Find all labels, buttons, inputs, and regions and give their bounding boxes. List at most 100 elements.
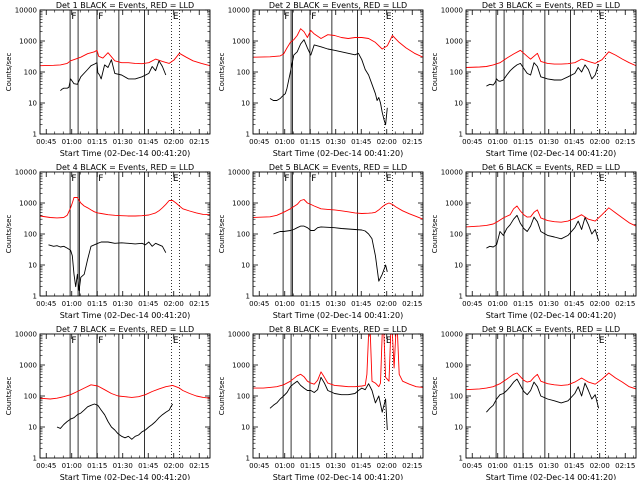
x-tick-label: 02:15 (189, 138, 209, 146)
y-tick-label: 10000 (228, 169, 250, 177)
x-tick-label: 00:45 (249, 462, 269, 470)
y-tick-label: 1 (459, 455, 463, 463)
panel-title: Det 7 BLACK = Events, RED = LLD (56, 325, 194, 334)
lld-series-line (252, 28, 424, 58)
events-series-line (486, 62, 600, 87)
y-tick-label: 10 (454, 262, 463, 270)
plot-frame (465, 171, 637, 297)
y-axis-label: Counts/sec (218, 377, 226, 416)
x-tick-label: 02:00 (590, 462, 610, 470)
panel-det-7: Det 7 BLACK = Events, RED = LLD Counts/se… (5, 325, 211, 480)
x-tick-label: 01:00 (62, 462, 82, 470)
y-tick-label: 10 (241, 262, 250, 270)
y-tick-label: 1 (246, 131, 250, 139)
event-marker-e: E (599, 12, 605, 22)
y-tick-label: 10000 (15, 169, 37, 177)
panel-det-9: Det 9 BLACK = Events, RED = LLD Counts/se… (431, 325, 637, 480)
y-axis-label: Counts/sec (5, 215, 13, 254)
y-tick-label: 10000 (228, 331, 250, 339)
x-axis-label: Start Time (02-Dec-14 00:41:20) (273, 311, 404, 320)
x-tick-label: 00:45 (462, 138, 482, 146)
x-tick-label: 01:15 (300, 300, 320, 308)
lld-series-line (252, 199, 424, 220)
y-tick-label: 1 (246, 455, 250, 463)
x-tick-label: 01:45 (138, 138, 158, 146)
plot-frame (252, 333, 424, 459)
y-tick-label: 1 (459, 293, 463, 301)
x-tick-label: 02:00 (377, 300, 397, 308)
x-tick-label: 01:30 (326, 462, 346, 470)
x-tick-label: 01:30 (326, 138, 346, 146)
plot-frame (252, 171, 424, 297)
x-tick-label: 01:15 (87, 462, 107, 470)
panel-det-5: Det 5 BLACK = Events, RED = LLD Counts/se… (218, 163, 424, 320)
x-tick-label: 01:00 (275, 300, 295, 308)
x-tick-label: 02:15 (402, 138, 422, 146)
panel-det-4: Det 4 BLACK = Events, RED = LLD Counts/se… (5, 163, 211, 320)
events-series-line (486, 378, 600, 413)
panel-title: Det 1 BLACK = Events, RED = LLD (56, 1, 194, 10)
x-tick-label: 02:00 (590, 138, 610, 146)
events-series-line (269, 39, 388, 126)
y-tick-label: 1 (33, 131, 37, 139)
lld-series-line (465, 205, 637, 228)
events-series-line (48, 241, 167, 291)
event-marker-e: E (386, 174, 392, 184)
plot-frame (39, 9, 211, 135)
panel-det-6: Det 6 BLACK = Events, RED = LLD Counts/se… (431, 163, 637, 320)
y-tick-label: 10 (241, 100, 250, 108)
x-tick-label: 01:00 (488, 138, 508, 146)
y-tick-label: 10 (454, 424, 463, 432)
panel-title: Det 5 BLACK = Events, RED = LLD (269, 163, 407, 172)
event-marker-f: F (98, 336, 103, 346)
x-tick-label: 00:45 (249, 300, 269, 308)
lld-series-line (39, 49, 211, 67)
event-marker-e: E (173, 336, 179, 346)
x-axis-label: Start Time (02-Dec-14 00:41:20) (60, 149, 191, 158)
lld-series-line (465, 372, 637, 391)
x-axis-label: Start Time (02-Dec-14 00:41:20) (60, 311, 191, 320)
y-tick-label: 100 (237, 231, 250, 239)
y-tick-label: 1000 (445, 200, 463, 208)
x-tick-label: 00:45 (36, 462, 56, 470)
plot-frame (465, 333, 637, 459)
panel-det-2: Det 2 BLACK = Events, RED = LLD Counts/se… (218, 1, 424, 158)
y-tick-label: 10 (28, 424, 37, 432)
events-series-line (60, 59, 167, 92)
event-marker-e: E (173, 12, 179, 22)
x-tick-label: 01:30 (539, 138, 559, 146)
y-tick-label: 1000 (19, 362, 37, 370)
x-axis-label: Start Time (02-Dec-14 00:41:20) (486, 311, 617, 320)
x-tick-label: 01:15 (513, 300, 533, 308)
panel-title: Det 4 BLACK = Events, RED = LLD (56, 163, 194, 172)
event-marker-e: E (173, 174, 179, 184)
event-marker-f: F (311, 174, 316, 184)
y-tick-label: 1000 (232, 362, 250, 370)
y-tick-label: 100 (450, 69, 463, 77)
x-tick-label: 01:30 (539, 300, 559, 308)
y-tick-label: 1000 (232, 200, 250, 208)
event-marker-e: E (599, 336, 605, 346)
x-tick-label: 02:00 (377, 138, 397, 146)
x-axis-label: Start Time (02-Dec-14 00:41:20) (273, 149, 404, 158)
event-marker-e: E (386, 12, 392, 22)
y-axis-label: Counts/sec (218, 53, 226, 92)
y-tick-label: 1 (246, 293, 250, 301)
y-tick-label: 10000 (228, 7, 250, 15)
plot-frame (465, 9, 637, 135)
y-axis-label: Counts/sec (5, 53, 13, 92)
x-tick-label: 01:15 (87, 300, 107, 308)
x-tick-label: 01:30 (113, 300, 133, 308)
event-marker-f: F (98, 12, 103, 22)
x-tick-label: 02:15 (402, 462, 422, 470)
x-tick-label: 01:00 (488, 462, 508, 470)
y-tick-label: 1000 (445, 362, 463, 370)
y-tick-label: 100 (237, 393, 250, 401)
plot-frame (39, 171, 211, 297)
x-tick-label: 01:45 (351, 300, 371, 308)
plot-frame (39, 333, 211, 459)
x-tick-label: 01:00 (275, 462, 295, 470)
x-tick-label: 01:45 (564, 300, 584, 308)
x-tick-label: 02:00 (164, 138, 184, 146)
